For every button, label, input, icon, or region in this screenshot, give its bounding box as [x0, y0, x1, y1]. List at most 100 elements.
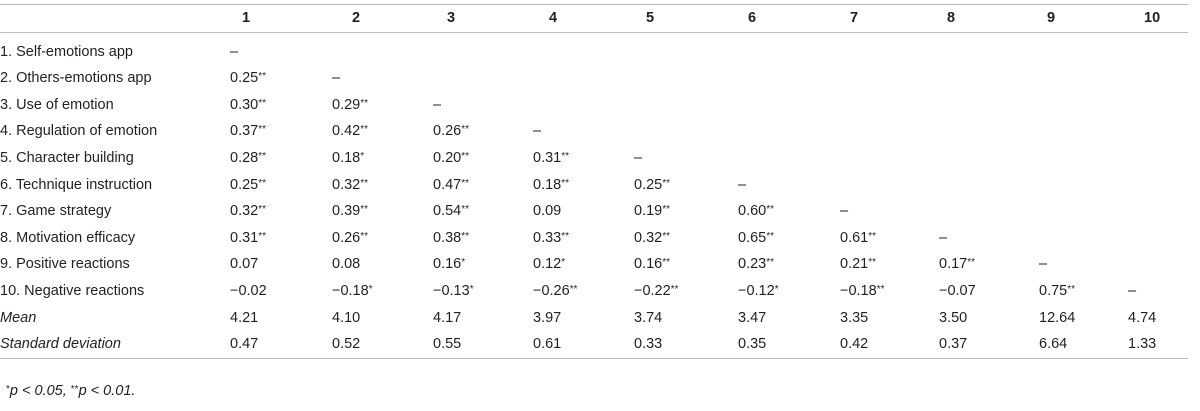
- table-row: Standard deviation 0.47 0.52 0.55 0.61 0.33 0.…: [0, 331, 1188, 359]
- table-cell: 0.42**: [332, 118, 433, 145]
- cell-value: 0.26: [332, 229, 361, 246]
- cell-value: –: [1128, 282, 1137, 299]
- cell-value: 0.35: [738, 336, 767, 353]
- table-cell: [939, 32, 1039, 65]
- cell-value: –: [738, 176, 747, 193]
- table-row: 5. Character building 0.28** 0.18* 0.20** 0.…: [0, 145, 1188, 172]
- significance-marker: **: [561, 150, 570, 162]
- table-cell: [332, 32, 433, 65]
- cell-value: 0.39: [332, 203, 361, 220]
- cell-value: 12.64: [1039, 309, 1076, 326]
- significance-marker: **: [258, 124, 267, 136]
- cell-value: 0.65: [738, 229, 767, 246]
- cell-value: –: [533, 123, 542, 140]
- table-cell: [738, 92, 840, 119]
- table-cell: 0.16*: [433, 251, 533, 278]
- table-cell: [939, 65, 1039, 92]
- table-cell: 4.10: [332, 305, 433, 332]
- column-header-label: 6: [748, 10, 757, 26]
- table-cell: 0.52: [332, 331, 433, 358]
- table-cell: 0.25**: [230, 65, 332, 92]
- cell-value: 0.21: [840, 256, 869, 273]
- significance-marker: **: [1067, 283, 1076, 295]
- cell-value: −0.18: [332, 282, 369, 299]
- cell-value: −0.22: [634, 282, 671, 299]
- cell-value: 0.32: [332, 176, 361, 193]
- cell-value: 0.20: [433, 149, 462, 166]
- cell-value: 0.25: [230, 70, 259, 87]
- table-row: 7. Game strategy 0.32** 0.39** 0.54** 0.09 0.…: [0, 198, 1188, 225]
- table-cell: –: [634, 145, 738, 172]
- cell-value: 0.61: [533, 336, 562, 353]
- cell-value: 0.26: [433, 123, 462, 140]
- table-cell: [1128, 32, 1188, 65]
- table-cell: 0.16**: [634, 251, 738, 278]
- table-cell: 0.09: [533, 198, 634, 225]
- cell-value: 0.31: [533, 149, 562, 166]
- cell-value: 0.52: [332, 336, 361, 353]
- cell-value: 3.35: [840, 309, 869, 326]
- table-cell: 0.38**: [433, 225, 533, 252]
- table-cell: [738, 32, 840, 65]
- row-label: 5. Character building: [0, 149, 134, 166]
- table-cell: −0.02: [230, 278, 332, 305]
- significance-marker: **: [461, 230, 470, 242]
- table-cell: [533, 65, 634, 92]
- table-cell: [1128, 198, 1188, 225]
- row-label: 8. Motivation efficacy: [0, 229, 136, 246]
- cell-value: 3.47: [738, 309, 767, 326]
- cell-value: 0.23: [738, 256, 767, 273]
- footnote-text-1: p < 0.05,: [9, 383, 71, 399]
- column-header-label: 10: [1144, 10, 1161, 26]
- table-row: 10. Negative reactions −0.02 −0.18* −0.13* −…: [0, 278, 1188, 305]
- table-cell: [1039, 145, 1128, 172]
- table-cell: 0.12*: [533, 251, 634, 278]
- table-cell: [1128, 65, 1188, 92]
- cell-value: 4.21: [230, 309, 259, 326]
- cell-value: –: [1039, 256, 1048, 273]
- cell-value: 0.32: [230, 203, 259, 220]
- significance-marker: **: [662, 204, 671, 216]
- table-row: 2. Others-emotions app 0.25** –: [0, 65, 1188, 92]
- table-cell: [840, 92, 939, 119]
- significance-marker: **: [766, 204, 775, 216]
- cell-value: 0.28: [230, 149, 259, 166]
- cell-value: 0.16: [433, 256, 462, 273]
- footnote-star-1: *: [6, 384, 10, 395]
- significance-marker: **: [360, 204, 369, 216]
- cell-value: 4.74: [1128, 309, 1157, 326]
- cell-value: −0.26: [533, 282, 570, 299]
- cell-value: 0.09: [533, 203, 562, 220]
- cell-value: 0.61: [840, 229, 869, 246]
- cell-value: 0.19: [634, 203, 663, 220]
- table-cell: –: [332, 65, 433, 92]
- table-cell: 3.50: [939, 305, 1039, 332]
- significance-marker: **: [561, 177, 570, 189]
- table-row: 1. Self-emotions app –: [0, 32, 1188, 65]
- column-header: 6: [738, 5, 840, 33]
- significance-marker: **: [662, 257, 671, 269]
- significance-marker: **: [360, 97, 369, 109]
- significance-marker: **: [868, 257, 877, 269]
- table-cell: 0.25**: [230, 172, 332, 199]
- row-label: 9. Positive reactions: [0, 256, 130, 273]
- significance-marker: **: [766, 257, 775, 269]
- cell-value: 0.42: [332, 123, 361, 140]
- table-cell: [939, 92, 1039, 119]
- table-cell: −0.22**: [634, 278, 738, 305]
- cell-value: 0.25: [230, 176, 259, 193]
- significance-marker: **: [258, 97, 267, 109]
- table-cell: [1128, 172, 1188, 199]
- table-cell: 4.17: [433, 305, 533, 332]
- table-cell: 0.31**: [533, 145, 634, 172]
- cell-value: 0.54: [433, 203, 462, 220]
- cell-value: 0.18: [533, 176, 562, 193]
- table-cell: 0.18*: [332, 145, 433, 172]
- significance-marker: **: [258, 150, 267, 162]
- table-cell: [1128, 251, 1188, 278]
- table-cell: [433, 65, 533, 92]
- cell-value: 1.33: [1128, 336, 1157, 353]
- header-blank: [0, 5, 230, 33]
- cell-value: 0.25: [634, 176, 663, 193]
